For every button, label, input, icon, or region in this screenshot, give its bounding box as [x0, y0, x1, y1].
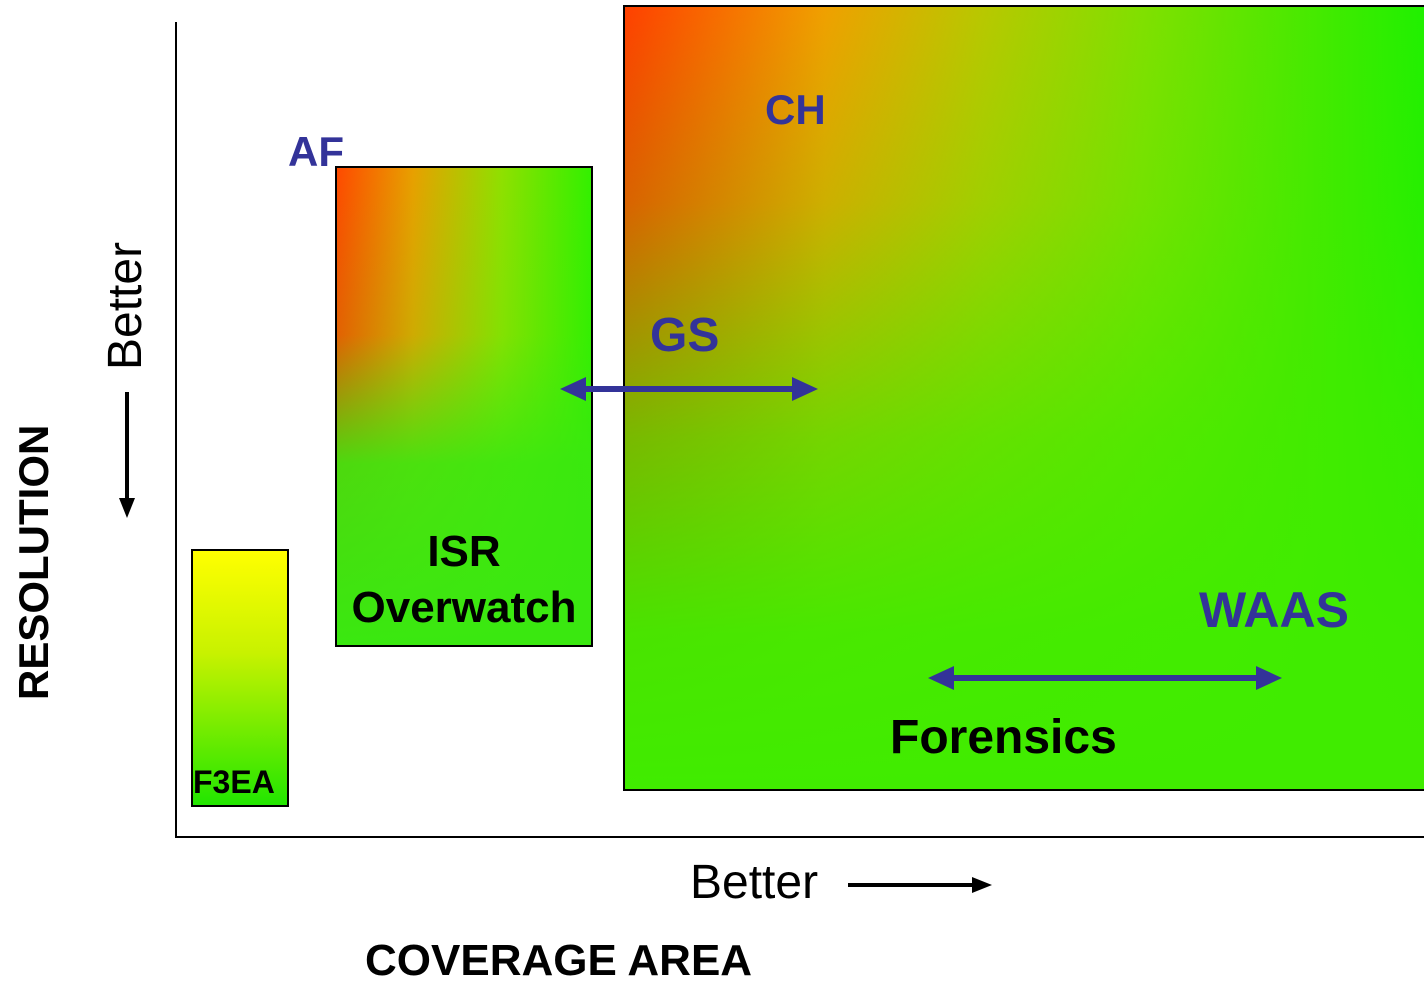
isr-label: ISR [427, 527, 501, 576]
isr-overwatch-box [335, 166, 593, 647]
overwatch-label: Overwatch [351, 583, 577, 632]
gs-label: GS [650, 309, 720, 362]
y-axis-better-label: Better [99, 241, 152, 370]
x-axis-title: COVERAGE AREA [365, 936, 753, 985]
waas-label: WAAS [1199, 582, 1349, 638]
y-better-arrow [119, 392, 135, 518]
f3ea-label: F3EA [193, 764, 275, 800]
ch-label: CH [765, 86, 826, 133]
y-axis-line [175, 22, 177, 838]
y-axis-title: RESOLUTION [10, 424, 57, 700]
x-axis-line [175, 836, 1424, 838]
forensics-double-arrow [928, 666, 1282, 690]
waas-region-box [623, 5, 1424, 791]
af-label: AF [288, 128, 344, 175]
x-better-arrow [848, 877, 992, 893]
x-axis-better-label: Better [690, 856, 819, 909]
forensics-label: Forensics [890, 711, 1117, 764]
f3ea-box [191, 549, 289, 807]
gs-double-arrow [560, 377, 818, 401]
